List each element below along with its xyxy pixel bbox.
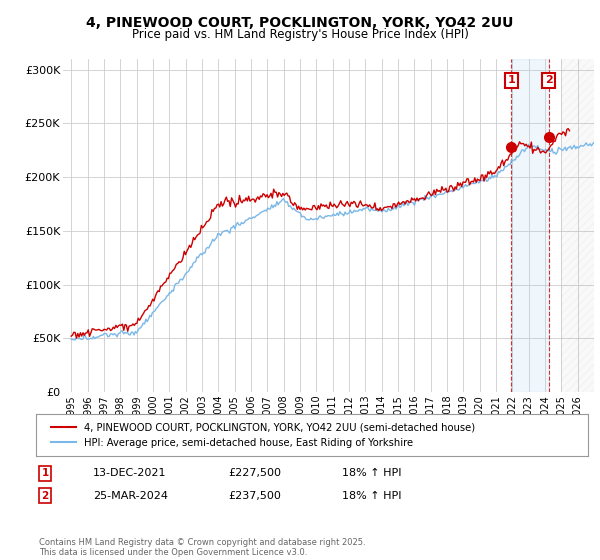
Text: Contains HM Land Registry data © Crown copyright and database right 2025.
This d: Contains HM Land Registry data © Crown c… — [39, 538, 365, 557]
Text: £237,500: £237,500 — [228, 491, 281, 501]
Bar — [511, 59, 549, 392]
Text: 25-MAR-2024: 25-MAR-2024 — [93, 491, 168, 501]
Text: Price paid vs. HM Land Registry's House Price Index (HPI): Price paid vs. HM Land Registry's House … — [131, 28, 469, 41]
Text: 2: 2 — [41, 491, 49, 501]
Text: 13-DEC-2021: 13-DEC-2021 — [93, 468, 167, 478]
Text: 1: 1 — [508, 75, 515, 85]
Legend: 4, PINEWOOD COURT, POCKLINGTON, YORK, YO42 2UU (semi-detached house), HPI: Avera: 4, PINEWOOD COURT, POCKLINGTON, YORK, YO… — [47, 419, 479, 452]
Text: 4, PINEWOOD COURT, POCKLINGTON, YORK, YO42 2UU: 4, PINEWOOD COURT, POCKLINGTON, YORK, YO… — [86, 16, 514, 30]
Bar — [562, 59, 594, 392]
Text: 18% ↑ HPI: 18% ↑ HPI — [342, 468, 401, 478]
Text: 1: 1 — [41, 468, 49, 478]
Text: £227,500: £227,500 — [228, 468, 281, 478]
Text: 2: 2 — [545, 75, 553, 85]
Text: 18% ↑ HPI: 18% ↑ HPI — [342, 491, 401, 501]
